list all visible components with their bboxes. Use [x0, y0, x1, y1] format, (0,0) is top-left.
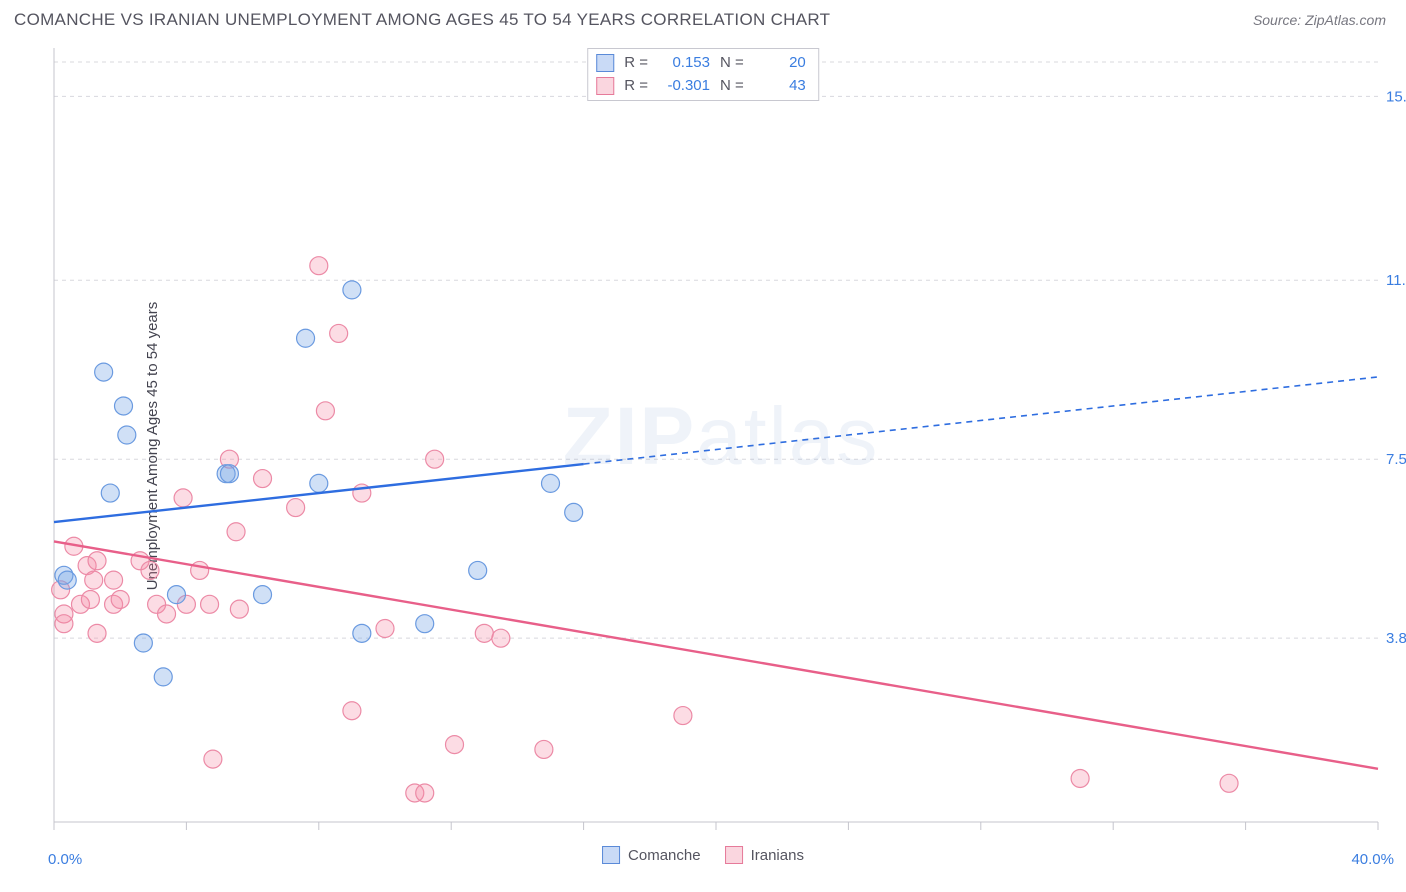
x-axis-min-label: 0.0%: [48, 851, 82, 868]
correlation-stats-legend: R = 0.153 N = 20 R = -0.301 N = 43: [587, 48, 819, 101]
stats-row-comanche: R = 0.153 N = 20: [596, 52, 806, 75]
stats-row-iranians: R = -0.301 N = 43: [596, 75, 806, 98]
legend-item-iranians: Iranians: [725, 846, 804, 864]
scatter-chart-svg: 3.8% 7.5% 11.2% 15.0%: [48, 42, 1406, 838]
swatch-icon: [596, 77, 614, 95]
source-attribution: Source: ZipAtlas.com: [1253, 12, 1386, 28]
svg-text:7.5%: 7.5%: [1386, 451, 1406, 468]
swatch-icon: [602, 846, 620, 864]
legend-item-comanche: Comanche: [602, 846, 701, 864]
x-axis-max-label: 40.0%: [1351, 851, 1394, 868]
legend-label: Comanche: [628, 847, 701, 864]
swatch-icon: [596, 54, 614, 72]
svg-text:3.8%: 3.8%: [1386, 630, 1406, 647]
series-legend: Comanche Iranians: [602, 846, 804, 864]
svg-text:15.0%: 15.0%: [1386, 88, 1406, 105]
swatch-icon: [725, 846, 743, 864]
chart-title: COMANCHE VS IRANIAN UNEMPLOYMENT AMONG A…: [14, 10, 830, 30]
chart-plot-area: 3.8%7.5%11.2%15.0% ZIPatlas: [48, 42, 1394, 832]
svg-text:11.2%: 11.2%: [1386, 272, 1406, 289]
legend-label: Iranians: [751, 847, 804, 864]
